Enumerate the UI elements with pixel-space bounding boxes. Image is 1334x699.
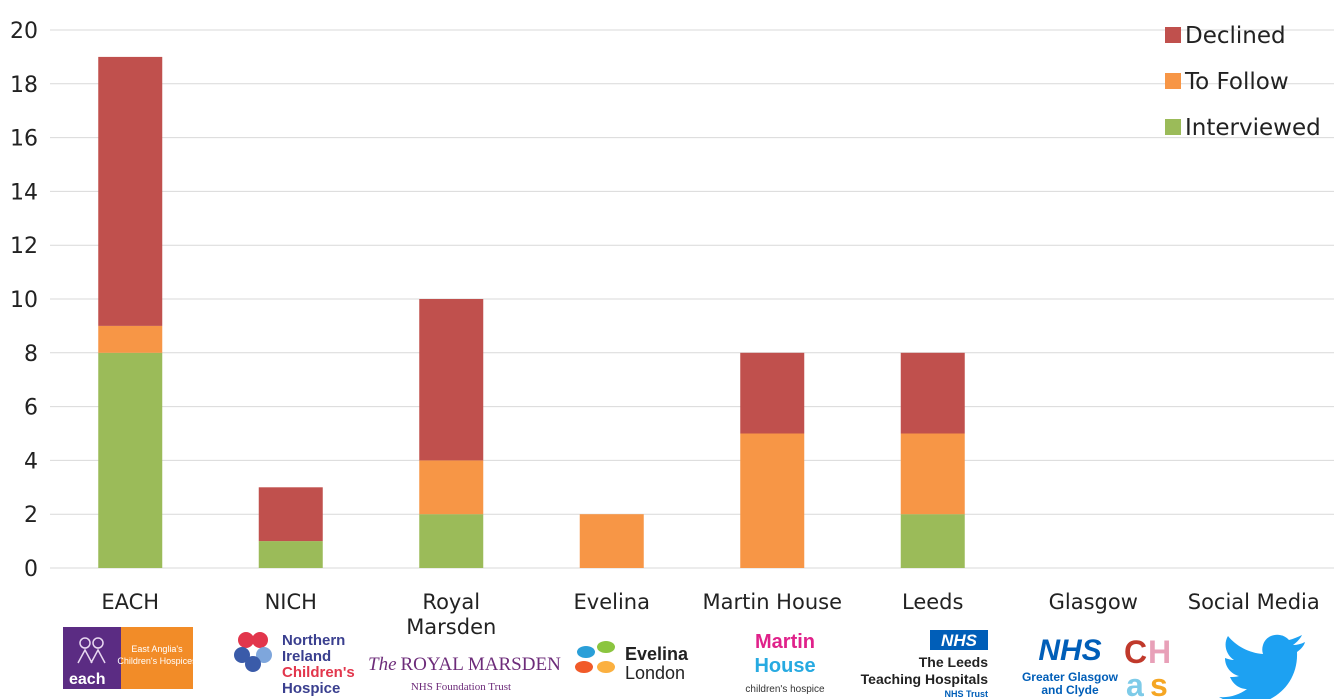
bar-segment-interviewed (258, 541, 323, 568)
y-tick-label: 14 (10, 180, 38, 205)
chas-letter-s: s (1150, 667, 1168, 699)
evelina-line-2: London (625, 663, 685, 683)
nhs-badge (930, 630, 988, 650)
y-tick-label: 0 (24, 557, 38, 582)
nich-line-1: Northern (282, 632, 345, 649)
y-axis: 0 2 4 6 8 10 12 14 16 18 20 (10, 19, 38, 582)
marsden-main: ROYAL MARSDEN (401, 654, 562, 675)
legend-swatch (1165, 27, 1181, 43)
bar-segment-interviewed (98, 352, 163, 568)
nich-line-4: Hospice (282, 680, 340, 697)
bar-segment-declined (419, 299, 484, 461)
legend-swatch (1165, 119, 1181, 135)
nhs-badge-text: NHS (941, 631, 978, 650)
logo-glasgow: NHS Greater Glasgow and Clyde C H a s (1022, 634, 1171, 699)
bar-segment-declined (900, 352, 965, 434)
x-category-label: Royal (422, 590, 480, 614)
marsden-prefix: The (368, 654, 397, 675)
bar-segment-interviewed (419, 514, 484, 568)
nich-line-3: Children's (282, 664, 355, 681)
legend-label: Interviewed (1185, 115, 1321, 141)
logo-leeds: NHS The Leeds Teaching Hospitals NHS Tru… (861, 630, 989, 699)
bar-segment-to-follow (900, 433, 965, 515)
bar-segment-to-follow (419, 460, 484, 515)
bar-segment-to-follow (740, 433, 805, 568)
y-tick-label: 12 (10, 234, 38, 259)
martin-line-2: House (754, 655, 815, 677)
x-category-label: Marsden (406, 615, 496, 639)
leeds-line-1: The Leeds (919, 654, 988, 670)
chas-letter-c: C (1124, 634, 1147, 670)
y-tick-label: 18 (10, 73, 38, 98)
y-tick-label: 6 (24, 396, 38, 421)
legend-swatch (1165, 73, 1181, 89)
y-tick-label: 4 (24, 449, 38, 474)
chas-logo: C H a s (1124, 634, 1171, 699)
each-logo-text-1: East Anglia's (131, 644, 183, 654)
evelina-line-1: Evelina (625, 644, 689, 664)
children-figures-icon (77, 637, 106, 664)
bar-segment-to-follow (579, 514, 644, 568)
each-logo-purple-block (63, 627, 121, 689)
x-category-label: Martin House (703, 590, 842, 614)
petals-icon (575, 641, 615, 673)
x-category-label: Social Media (1188, 590, 1320, 614)
bar-segment-declined (258, 487, 323, 542)
leeds-line-2: Teaching Hospitals (861, 671, 989, 687)
legend-label: To Follow (1184, 69, 1289, 95)
y-tick-label: 8 (24, 342, 38, 367)
nich-line-2: Ireland (282, 648, 331, 665)
x-category-label: Glasgow (1049, 590, 1138, 614)
logo-nich: Northern Ireland Children's Hospice (234, 632, 355, 697)
y-tick-label: 16 (10, 127, 38, 152)
bar-segment-to-follow (98, 325, 163, 353)
legend: Declined To Follow Interviewed (1165, 23, 1321, 141)
logo-each: each East Anglia's Children's Hospices (63, 627, 197, 689)
leeds-line-3: NHS Trust (944, 689, 988, 699)
x-category-label: EACH (101, 590, 159, 614)
logo-royal-marsden: The ROYAL MARSDEN NHS Foundation Trust (368, 654, 561, 693)
marsden-line-2: NHS Foundation Trust (411, 681, 511, 693)
martin-line-1: Martin (755, 631, 815, 653)
bar-segment-declined (740, 352, 805, 434)
logo-martin-house: Martin House children's hospice (745, 631, 825, 695)
glasgow-line-2: and Clyde (1041, 683, 1099, 697)
y-tick-label: 20 (10, 19, 38, 44)
each-logo-name: each (69, 671, 105, 688)
each-logo-orange-block (121, 627, 193, 689)
x-category-label: Leeds (902, 590, 963, 614)
marsden-line-1: The ROYAL MARSDEN (368, 654, 561, 675)
twitter-bird-icon (1219, 634, 1305, 699)
legend-label: Declined (1185, 23, 1286, 49)
glasgow-nhs: NHS (1038, 634, 1101, 667)
bar-segment-interviewed (900, 514, 965, 568)
x-category-label: Evelina (574, 590, 650, 614)
glasgow-line-1: Greater Glasgow (1022, 670, 1119, 684)
bars (98, 56, 965, 568)
flower-icon (234, 632, 272, 672)
y-tick-label: 2 (24, 503, 38, 528)
logo-evelina: Evelina London (575, 641, 689, 683)
martin-line-3: children's hospice (745, 684, 825, 695)
bar-segment-declined (98, 56, 163, 326)
chas-letter-a: a (1126, 667, 1144, 699)
each-logo-text-2: Children's Hospices (117, 656, 197, 666)
grid-lines (50, 29, 1334, 569)
y-tick-label: 10 (10, 288, 38, 313)
x-category-label: NICH (265, 590, 317, 614)
chas-letter-h: H (1148, 634, 1171, 670)
